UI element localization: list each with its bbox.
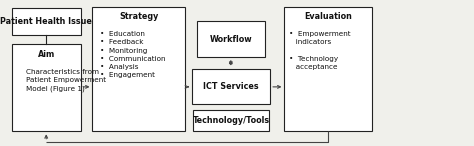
- Text: Characteristics from
Patient Empowerment
Model (Figure 1): Characteristics from Patient Empowerment…: [26, 69, 106, 92]
- Bar: [12, 44, 81, 131]
- Text: Strategy: Strategy: [119, 12, 158, 21]
- Text: Evaluation: Evaluation: [304, 12, 352, 21]
- Bar: [193, 110, 269, 131]
- Text: Workflow: Workflow: [210, 35, 252, 44]
- Bar: [284, 7, 372, 131]
- Bar: [92, 7, 185, 131]
- Text: •  Empowerment
   indicators

•  Technology
   acceptance: • Empowerment indicators • Technology ac…: [289, 31, 351, 70]
- Text: ICT Services: ICT Services: [203, 82, 259, 91]
- Bar: [197, 21, 265, 57]
- Bar: [12, 8, 81, 35]
- Text: •  Education
•  Feedback
•  Monitoring
•  Communication
•  Analysis
•  Engagemen: • Education • Feedback • Monitoring • Co…: [100, 31, 165, 78]
- Bar: [192, 69, 270, 104]
- Text: Patient Health Issue: Patient Health Issue: [0, 17, 92, 26]
- Text: Technology/Tools: Technology/Tools: [193, 116, 270, 125]
- Text: Aim: Aim: [37, 50, 55, 59]
